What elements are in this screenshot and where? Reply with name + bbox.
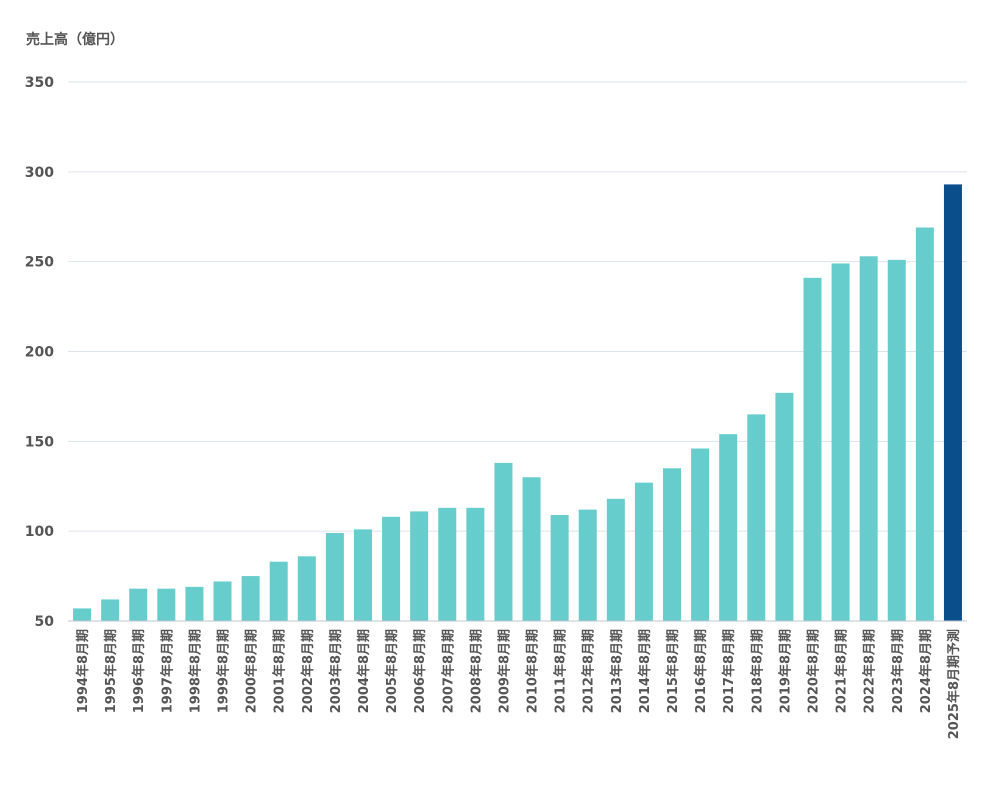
y-axis-title: 売上高（億円） [26,32,124,48]
x-tick-label: 1998年8月期 [187,629,203,713]
x-tick-label: 2016年8月期 [693,629,709,713]
x-tick-label: 1999年8月期 [216,629,232,713]
x-tick-label: 2003年8月期 [328,629,344,713]
x-tick-label: 2025年8月期予測 [946,629,962,739]
bar [719,434,738,621]
x-tick-label: 1994年8月期 [75,629,91,713]
x-tick-label: 2024年8月期 [918,629,934,713]
x-tick-label: 2023年8月期 [890,629,906,713]
bar [101,599,120,621]
x-tick-label: 2005年8月期 [384,629,400,713]
x-tick-label: 2010年8月期 [525,629,541,713]
y-tick-label: 100 [25,524,54,540]
bar [634,482,653,621]
x-tick-label: 1996年8月期 [131,629,147,713]
bar [410,511,429,621]
y-tick-label: 300 [25,165,54,181]
bar [353,529,372,621]
x-tick-label: 2011年8月期 [553,629,569,713]
bar [213,581,232,621]
y-tick-label: 250 [25,255,54,271]
bar [663,468,682,621]
bar [185,586,204,621]
bar [747,414,766,621]
x-tick-label: 2007年8月期 [440,629,456,713]
x-tick-label: 2001年8月期 [272,629,288,713]
bar [943,184,962,621]
bar [606,498,625,621]
y-tick-label: 50 [35,614,55,630]
y-tick-label: 350 [25,75,54,91]
x-tick-label: 2015年8月期 [665,629,681,713]
bar [269,561,288,621]
bar [578,509,597,621]
bar [241,576,260,621]
x-tick-label: 2022年8月期 [862,629,878,713]
x-tick-label: 2013年8月期 [609,629,625,713]
bar [691,448,710,621]
x-tick-label: 2004年8月期 [356,629,372,713]
bar [494,462,513,621]
bar [915,227,934,621]
x-tick-label: 2012年8月期 [581,629,597,713]
bar [775,392,794,621]
x-tick-label: 2020年8月期 [805,629,821,713]
x-tick-label: 2019年8月期 [777,629,793,713]
bar [325,532,344,621]
bar [466,507,485,621]
x-tick-label: 2000年8月期 [244,629,260,713]
x-tick-label: 2009年8月期 [496,629,512,713]
x-tick-label: 2006年8月期 [412,629,428,713]
x-tick-label: 2002年8月期 [300,629,316,713]
bar [73,608,92,621]
bar [157,588,176,621]
x-tick-label: 2014年8月期 [637,629,653,713]
bar [887,259,906,621]
bar [129,588,148,621]
bar [522,477,541,621]
y-tick-label: 150 [25,434,54,450]
x-tick-label: 1995年8月期 [103,629,119,713]
x-tick-label: 2021年8月期 [834,629,850,713]
bar [438,507,457,621]
y-tick-label: 200 [25,345,54,361]
bar [859,256,878,621]
x-tick-label: 1997年8月期 [159,629,175,713]
x-tick-label: 2018年8月期 [749,629,765,713]
bar [831,263,850,621]
x-tick-label: 2008年8月期 [468,629,484,713]
bar [297,556,316,621]
x-tick-label: 2017年8月期 [721,629,737,713]
bar [550,514,569,621]
bar [803,277,822,621]
bar [382,516,401,621]
